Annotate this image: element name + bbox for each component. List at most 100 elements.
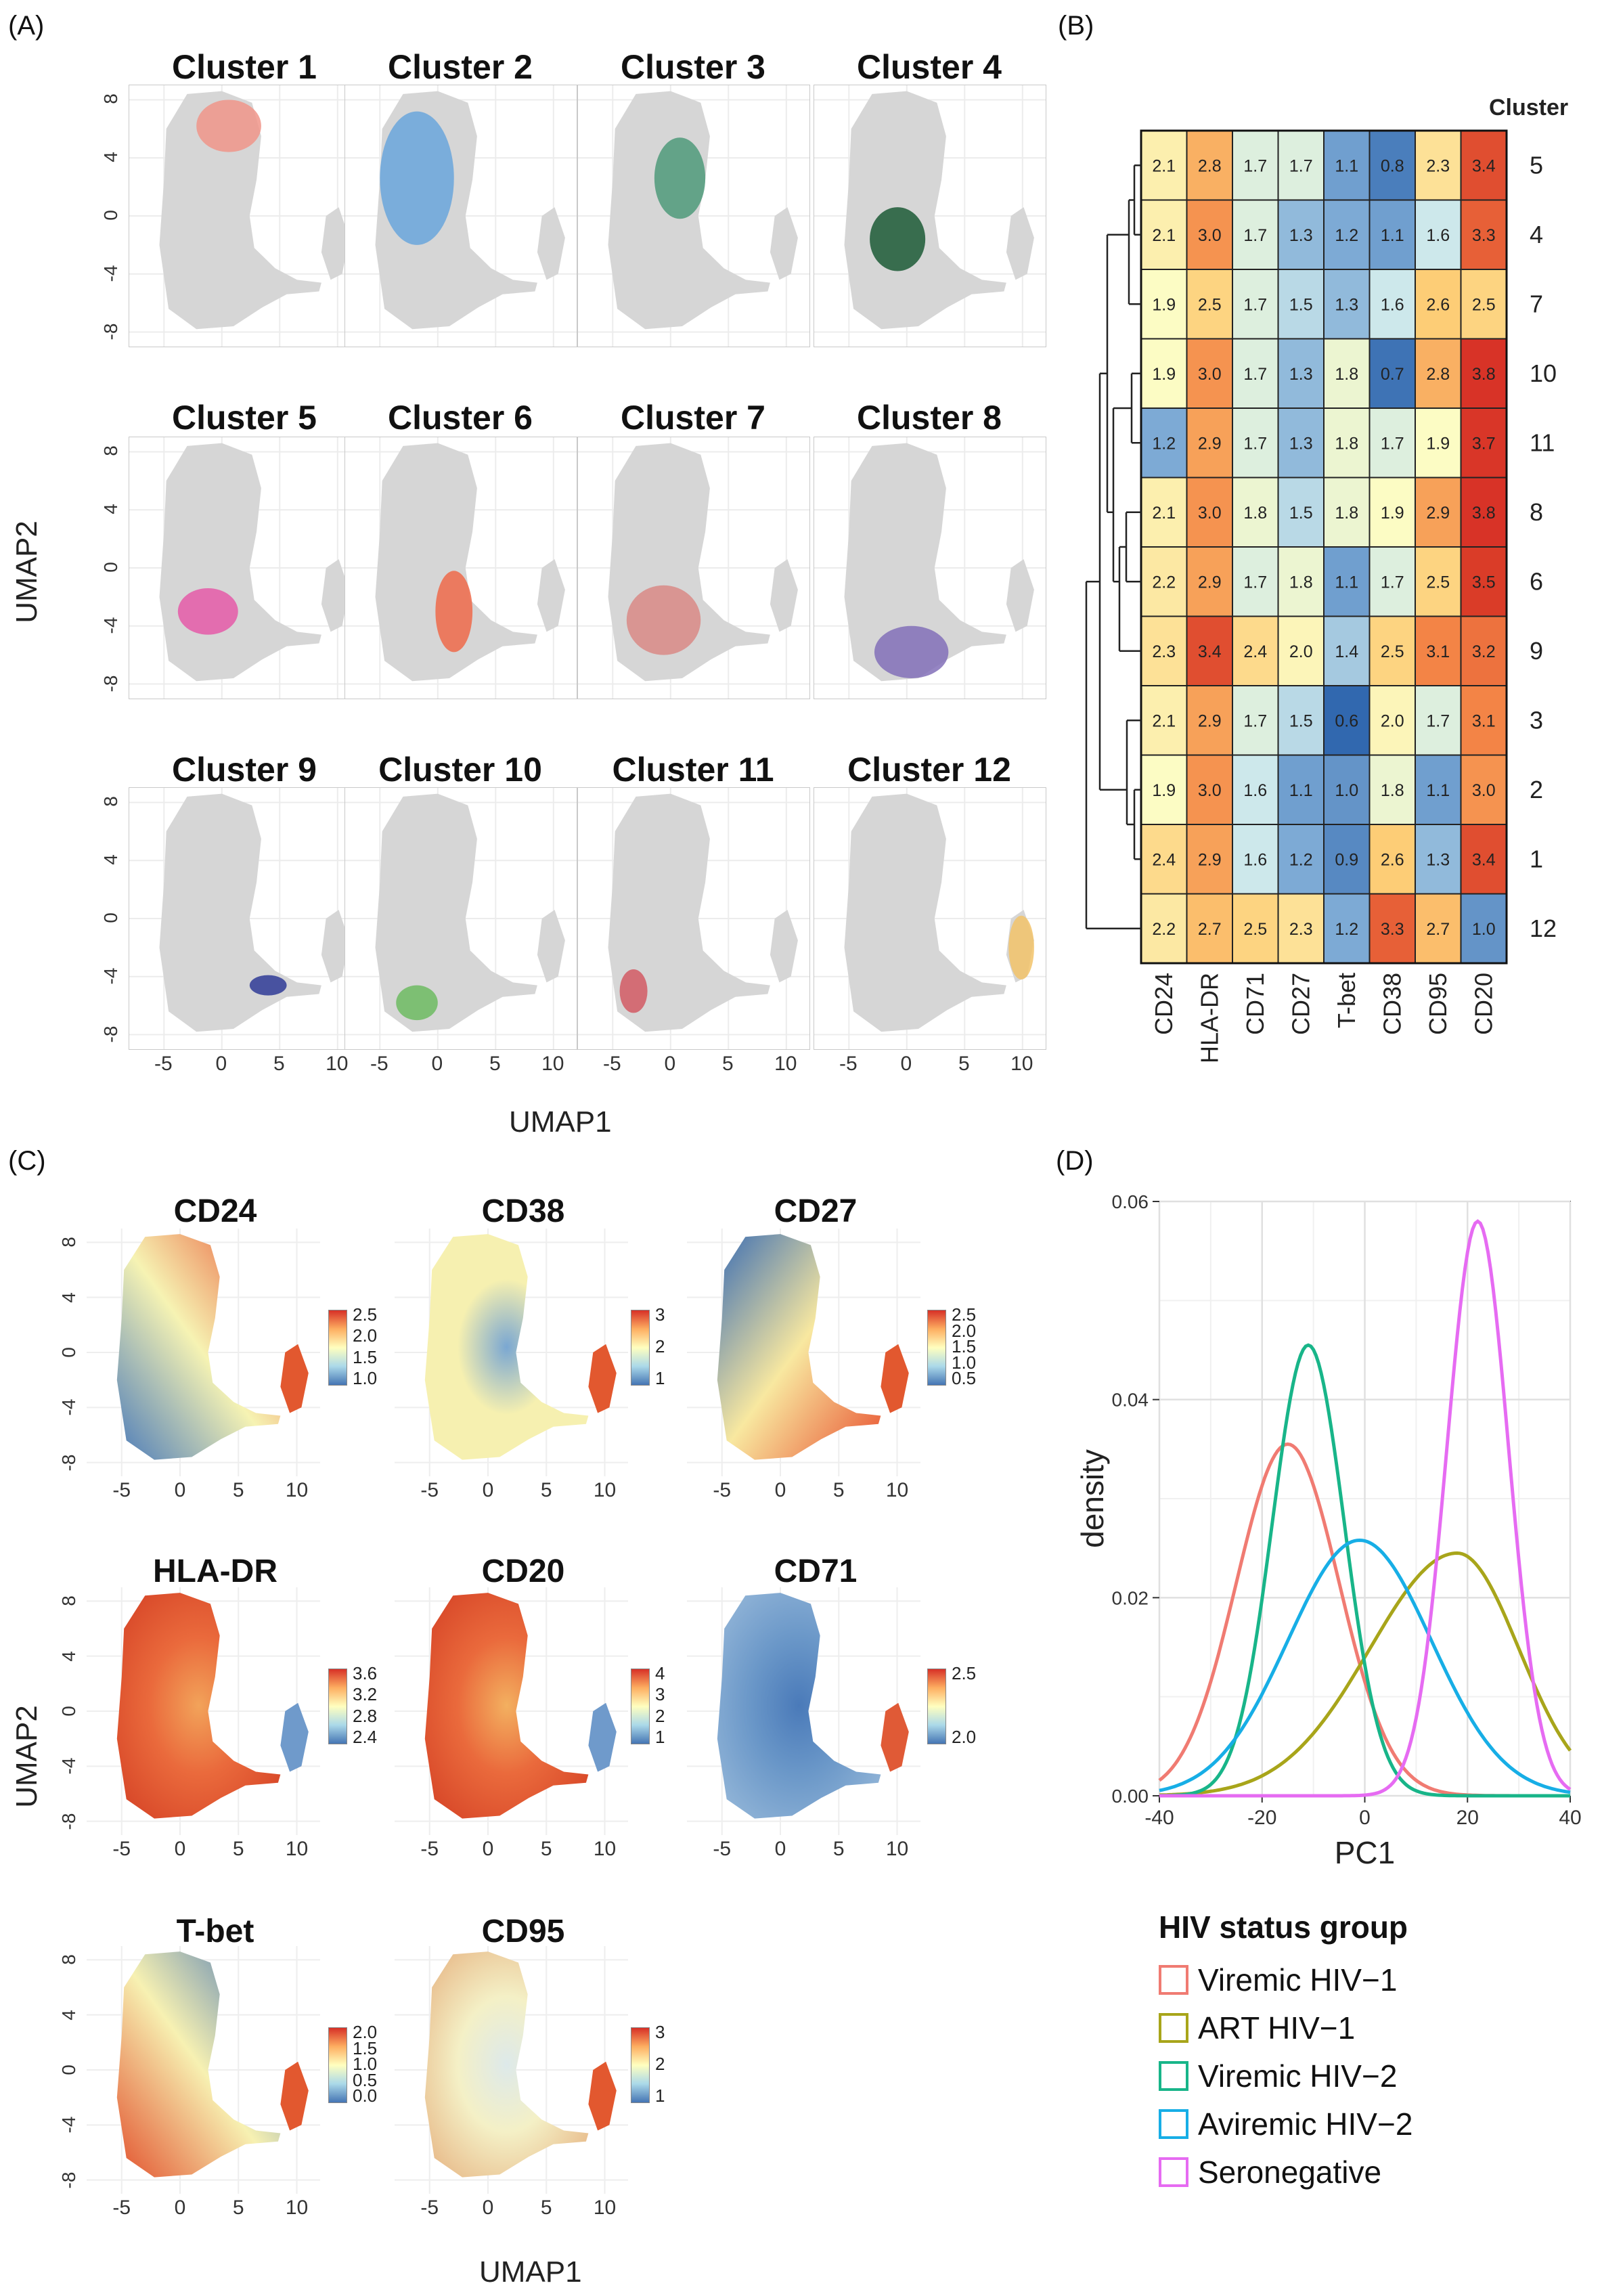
heatmap-column-label: HLA-DR bbox=[1195, 973, 1223, 1063]
heatmap-cell-label: 2.8 bbox=[1198, 156, 1222, 175]
heatmap-cell-label: 3.0 bbox=[1198, 365, 1222, 384]
feature-title: CD24 bbox=[173, 1193, 257, 1229]
x-tick-label: 0 bbox=[482, 1838, 494, 1860]
heatmap-cell bbox=[1415, 824, 1462, 895]
cluster-title: Cluster 10 bbox=[378, 751, 542, 789]
heatmap-column-label: CD24 bbox=[1150, 973, 1178, 1035]
heatmap-cell bbox=[1369, 130, 1416, 201]
heatmap-cell-label: 2.9 bbox=[1426, 504, 1450, 523]
heatmap-cell-label: 2.2 bbox=[1152, 573, 1176, 592]
feature-title: CD95 bbox=[481, 1914, 565, 1949]
density-y-tick-label: 0.06 bbox=[1112, 1191, 1149, 1212]
color-scale-label: 2 bbox=[655, 2054, 665, 2074]
heatmap-row-cluster-label: 12 bbox=[1530, 914, 1557, 942]
x-tick-label: 0 bbox=[431, 1053, 443, 1075]
heatmap-cell-label: 3.2 bbox=[1472, 642, 1496, 661]
heatmap-cell bbox=[1140, 824, 1188, 895]
cluster-umap-plot bbox=[129, 85, 361, 347]
heatmap-cell-label: 1.0 bbox=[1335, 781, 1358, 800]
color-scale-label: 1 bbox=[655, 1727, 665, 1747]
heatmap-cell bbox=[1277, 269, 1325, 340]
cluster-title: Cluster 12 bbox=[847, 751, 1011, 789]
heatmap-cell bbox=[1415, 338, 1462, 409]
cluster-umap-plot bbox=[814, 85, 1046, 347]
heatmap-cell-label: 2.6 bbox=[1381, 850, 1404, 869]
heatmap-cell-label: 2.6 bbox=[1426, 295, 1450, 314]
umap-side-population bbox=[537, 207, 565, 280]
heatmap-cell bbox=[1323, 199, 1371, 270]
heatmap-cell bbox=[1415, 130, 1462, 201]
x-tick-label: 5 bbox=[832, 1479, 845, 1501]
heatmap-cell bbox=[1186, 546, 1233, 617]
color-scale-label: 2.0 bbox=[952, 1727, 977, 1747]
heatmap-cell-label: 1.7 bbox=[1243, 573, 1267, 592]
heatmap-cell-label: 2.5 bbox=[1426, 573, 1450, 592]
x-tick-label: 10 bbox=[541, 1053, 564, 1075]
color-scale-label: 3.6 bbox=[353, 1663, 378, 1683]
umap-side-population bbox=[1006, 559, 1034, 632]
heatmap-cell-label: 3.1 bbox=[1472, 711, 1496, 730]
heatmap-cell-label: 3.3 bbox=[1472, 226, 1496, 245]
heatmap-cell bbox=[1369, 824, 1416, 895]
color-scale-bar bbox=[631, 1669, 650, 1744]
heatmap-cell-label: 2.0 bbox=[1289, 642, 1313, 661]
cluster-title: Cluster 4 bbox=[857, 48, 1002, 86]
panel-c-x-label: UMAP1 bbox=[479, 2255, 582, 2289]
feature-title: CD71 bbox=[774, 1553, 858, 1589]
hiv-legend-item: Viremic HIV−2 bbox=[1159, 2058, 1397, 2094]
feature-side-population bbox=[588, 1344, 617, 1413]
heatmap-cell-label: 3.1 bbox=[1426, 642, 1450, 661]
heatmap-cell bbox=[1186, 269, 1233, 340]
heatmap-border bbox=[1140, 129, 1508, 965]
feature-umap-plot bbox=[687, 1229, 920, 1476]
heatmap-cell-label: 1.9 bbox=[1152, 781, 1176, 800]
cluster-highlight bbox=[396, 985, 438, 1021]
heatmap-cell bbox=[1140, 615, 1188, 686]
heatmap-cell-label: 1.7 bbox=[1243, 295, 1267, 314]
x-tick-label: 10 bbox=[593, 1479, 617, 1501]
heatmap-cell-label: 1.7 bbox=[1243, 711, 1267, 730]
hiv-legend-swatch bbox=[1159, 2013, 1188, 2043]
heatmap-cell-label: 1.8 bbox=[1381, 781, 1404, 800]
cluster-highlight bbox=[380, 111, 454, 245]
density-x-label: PC1 bbox=[1335, 1835, 1395, 1870]
color-scale-label: 1.5 bbox=[353, 2037, 378, 2058]
heatmap-cell bbox=[1369, 338, 1416, 409]
hiv-legend-label: Aviremic HIV−2 bbox=[1198, 2106, 1413, 2142]
hiv-legend-label: Viremic HIV−2 bbox=[1198, 2058, 1398, 2094]
cluster-umap-plot bbox=[814, 437, 1046, 699]
x-tick-label: 10 bbox=[285, 1479, 309, 1501]
heatmap-cell-label: 2.5 bbox=[1243, 920, 1267, 939]
heatmap-cell-label: 1.3 bbox=[1335, 295, 1358, 314]
heatmap-cell-label: 2.0 bbox=[1381, 711, 1404, 730]
heatmap-cell bbox=[1369, 199, 1416, 270]
umap-side-population bbox=[770, 910, 798, 983]
heatmap-dendrogram bbox=[1085, 164, 1141, 929]
heatmap-cell-label: 3.4 bbox=[1472, 156, 1496, 175]
y-tick-label: -4 bbox=[58, 2116, 79, 2134]
heatmap-cell-label: 2.3 bbox=[1426, 156, 1450, 175]
heatmap-cell-label: 1.3 bbox=[1289, 434, 1313, 453]
heatmap-legend-title: Cluster bbox=[1489, 95, 1568, 120]
feature-umap-plot bbox=[395, 1587, 628, 1835]
x-tick-label: 5 bbox=[232, 2196, 244, 2219]
x-tick-label: 10 bbox=[285, 1838, 309, 1860]
heatmap-cell-label: 3.0 bbox=[1198, 226, 1222, 245]
x-tick-label: 5 bbox=[540, 1479, 552, 1501]
feature-expression-cells bbox=[424, 1593, 589, 1819]
umap-side-population bbox=[1006, 207, 1034, 280]
x-tick-label: -5 bbox=[420, 2196, 439, 2219]
color-scale-label: 3.2 bbox=[353, 1684, 378, 1705]
y-tick-label: 8 bbox=[58, 1954, 79, 1966]
x-tick-label: 5 bbox=[540, 2196, 552, 2219]
x-tick-label: 5 bbox=[958, 1053, 970, 1075]
umap-background-cells bbox=[159, 793, 321, 1032]
x-tick-label: -5 bbox=[713, 1479, 732, 1501]
heatmap-cell-label: 1.6 bbox=[1243, 781, 1267, 800]
x-tick-label: 10 bbox=[885, 1838, 909, 1860]
heatmap-row-cluster-label: 1 bbox=[1530, 845, 1543, 873]
heatmap-cell bbox=[1323, 615, 1371, 686]
heatmap-cell bbox=[1460, 199, 1507, 270]
feature-title: CD38 bbox=[481, 1193, 565, 1229]
density-x-tick-label: -20 bbox=[1247, 1807, 1276, 1829]
